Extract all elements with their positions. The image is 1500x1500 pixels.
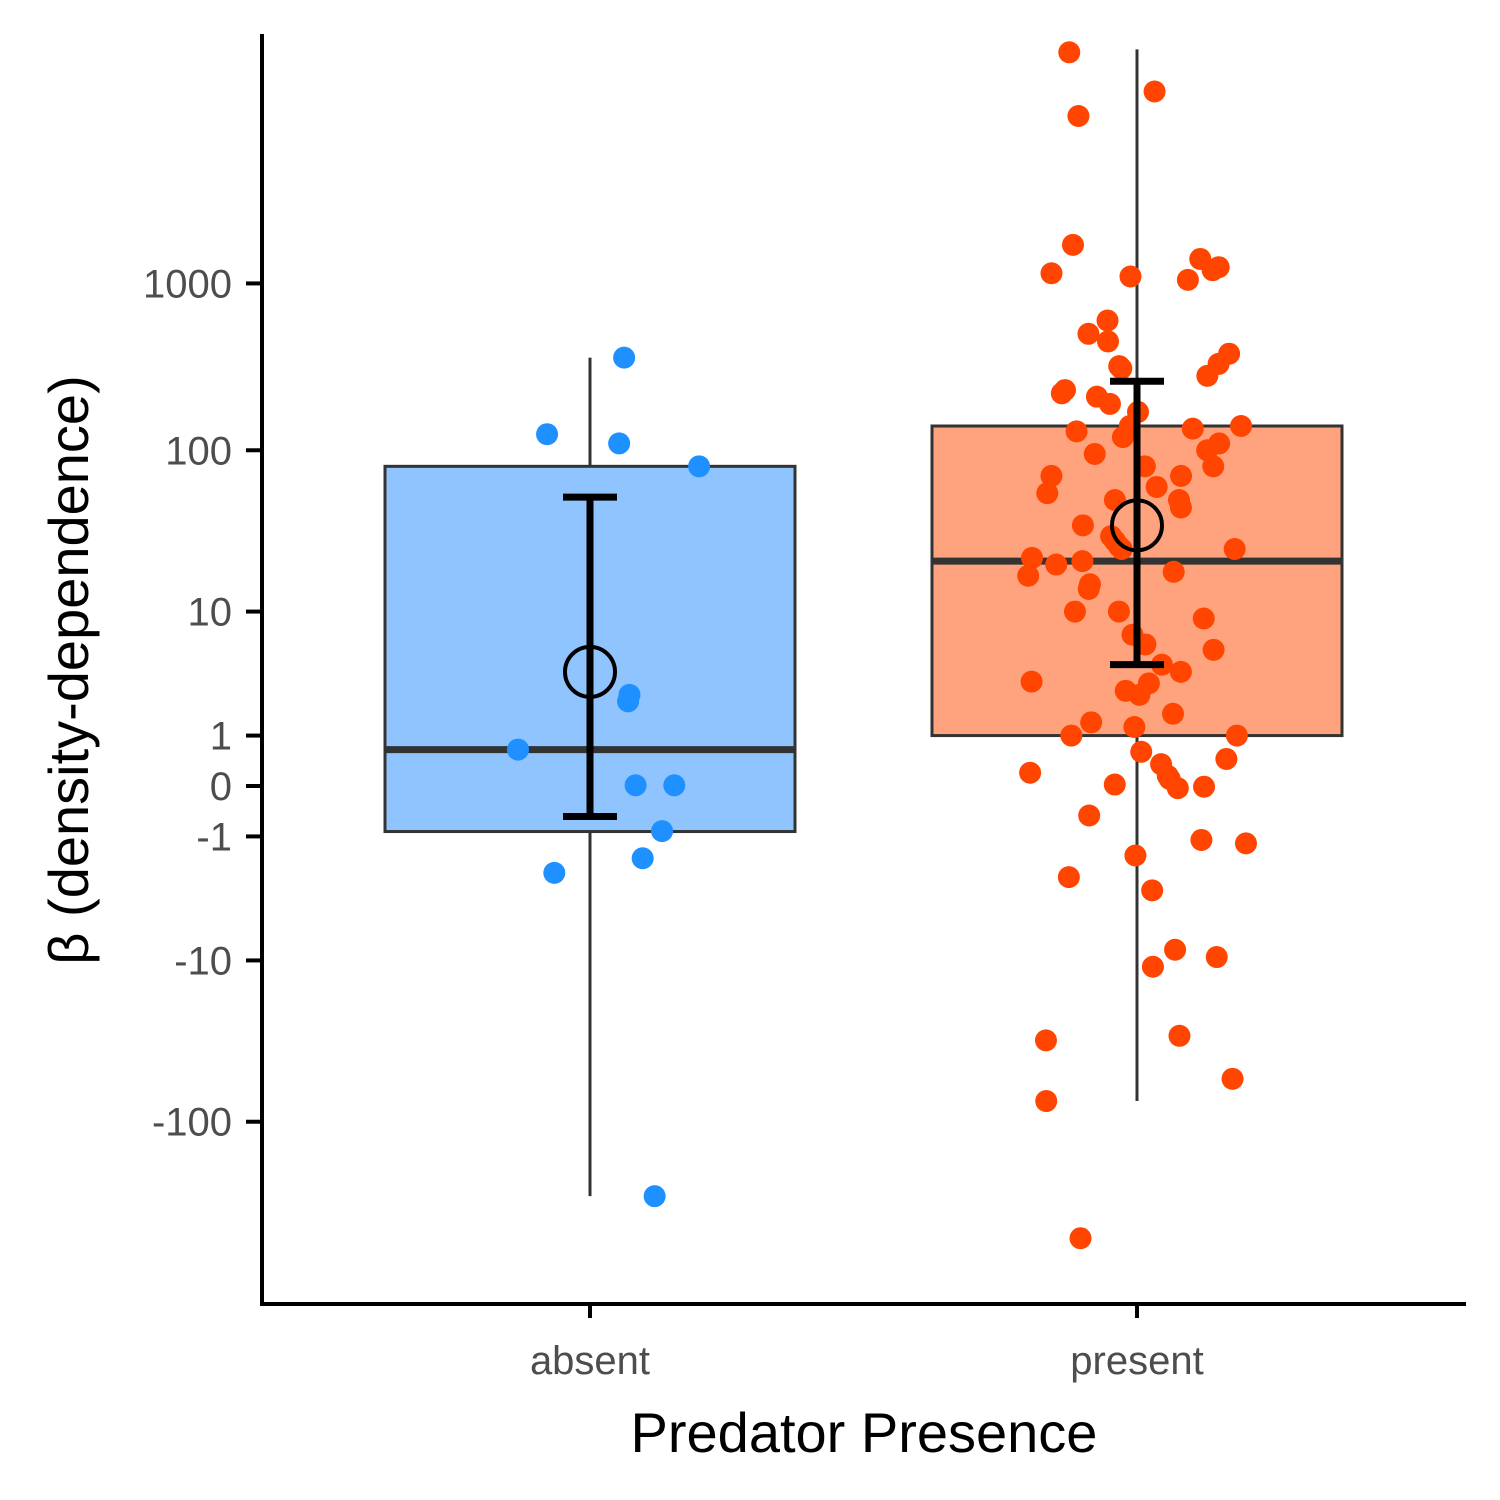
present-point [1035, 1090, 1058, 1113]
present-point [1017, 564, 1040, 587]
present-point [1196, 364, 1219, 387]
absent-point [543, 861, 566, 884]
absent-point [631, 847, 654, 870]
present-point [1119, 265, 1142, 288]
x-tick-label-present: present [1070, 1339, 1203, 1383]
present-point [1071, 550, 1094, 573]
y-tick-label: 1 [210, 715, 232, 759]
present-point [1225, 724, 1248, 747]
present-point [1124, 844, 1147, 867]
present-point [1020, 670, 1043, 693]
y-tick-label: 100 [165, 429, 232, 473]
present-point [1060, 724, 1083, 747]
present-point [1021, 546, 1044, 569]
present-point [1190, 828, 1213, 851]
y-tick-label: 10 [188, 591, 233, 635]
present-point [1162, 702, 1185, 725]
present-point [1040, 262, 1063, 285]
present-point [1110, 537, 1133, 560]
present-point [1107, 600, 1130, 623]
present-point [1071, 514, 1094, 537]
present-point [1123, 716, 1146, 739]
present-point [1202, 638, 1225, 661]
present-point [1230, 415, 1253, 438]
present-point [1080, 711, 1103, 734]
present-point [1083, 442, 1106, 465]
present-point [1215, 747, 1238, 770]
present-point [1103, 488, 1126, 511]
absent-point [613, 346, 636, 369]
present-point [1221, 1067, 1244, 1090]
absent-point [608, 432, 631, 455]
present-point [1077, 578, 1100, 601]
present-point [1141, 955, 1164, 978]
present-point [1110, 357, 1133, 380]
present-point [1164, 938, 1187, 961]
present-point [1166, 777, 1189, 800]
present-point [1069, 1227, 1092, 1250]
present-point [1097, 330, 1120, 353]
present-point [1019, 761, 1042, 784]
present-point [1234, 832, 1257, 855]
present-point [1111, 426, 1134, 449]
present-point [1205, 946, 1228, 969]
y-tick-label: -100 [152, 1101, 232, 1145]
y-tick-label: -1 [196, 815, 232, 859]
absent-point [688, 455, 711, 478]
present-point [1036, 482, 1059, 505]
present-point [1034, 1029, 1057, 1052]
present-point [1098, 392, 1121, 415]
x-axis-title: Predator Presence [631, 1401, 1098, 1464]
present-point [1128, 683, 1151, 706]
present-point [1162, 560, 1185, 583]
plot-area [383, 41, 1344, 1250]
present-point [1170, 464, 1193, 487]
present-point [1058, 41, 1081, 64]
present-mean-marker [1110, 498, 1164, 553]
present-point [1061, 233, 1084, 256]
present-point [1223, 537, 1246, 560]
present-point [1168, 1024, 1191, 1047]
absent-point [617, 690, 640, 713]
present-point [1063, 600, 1086, 623]
present-point [1077, 322, 1100, 345]
present-point [1169, 660, 1192, 683]
absent-point [624, 774, 647, 797]
y-axis-title: β (density-dependence) [37, 375, 100, 964]
present-point [1067, 104, 1090, 127]
present-point [1078, 804, 1101, 827]
present-point [1202, 455, 1225, 478]
present-point [1193, 775, 1216, 798]
y-tick-label: 1000 [143, 262, 232, 306]
present-point [1176, 268, 1199, 291]
absent-point [663, 774, 686, 797]
absent-point [536, 423, 559, 446]
present-point [1040, 464, 1063, 487]
present-point [1103, 773, 1126, 796]
absent-point [643, 1185, 666, 1208]
present-point [1145, 475, 1168, 498]
present-point [1045, 553, 1068, 576]
present-point [1065, 420, 1088, 443]
y-tick-label: -10 [174, 939, 232, 983]
present-point [1201, 259, 1224, 282]
present-point [1192, 607, 1215, 630]
present-point [1143, 80, 1166, 103]
present-point [1130, 740, 1153, 763]
present-point [1057, 866, 1080, 889]
absent-point [506, 738, 529, 761]
present-point [1169, 496, 1192, 519]
y-tick-label: 0 [210, 765, 232, 809]
absent-mean-marker [563, 644, 617, 699]
absent-point [651, 820, 674, 843]
present-point [1181, 417, 1204, 440]
present-point [1050, 382, 1073, 405]
present-point [1096, 309, 1119, 332]
x-tick-label-absent: absent [530, 1339, 650, 1383]
present-point [1141, 879, 1164, 902]
